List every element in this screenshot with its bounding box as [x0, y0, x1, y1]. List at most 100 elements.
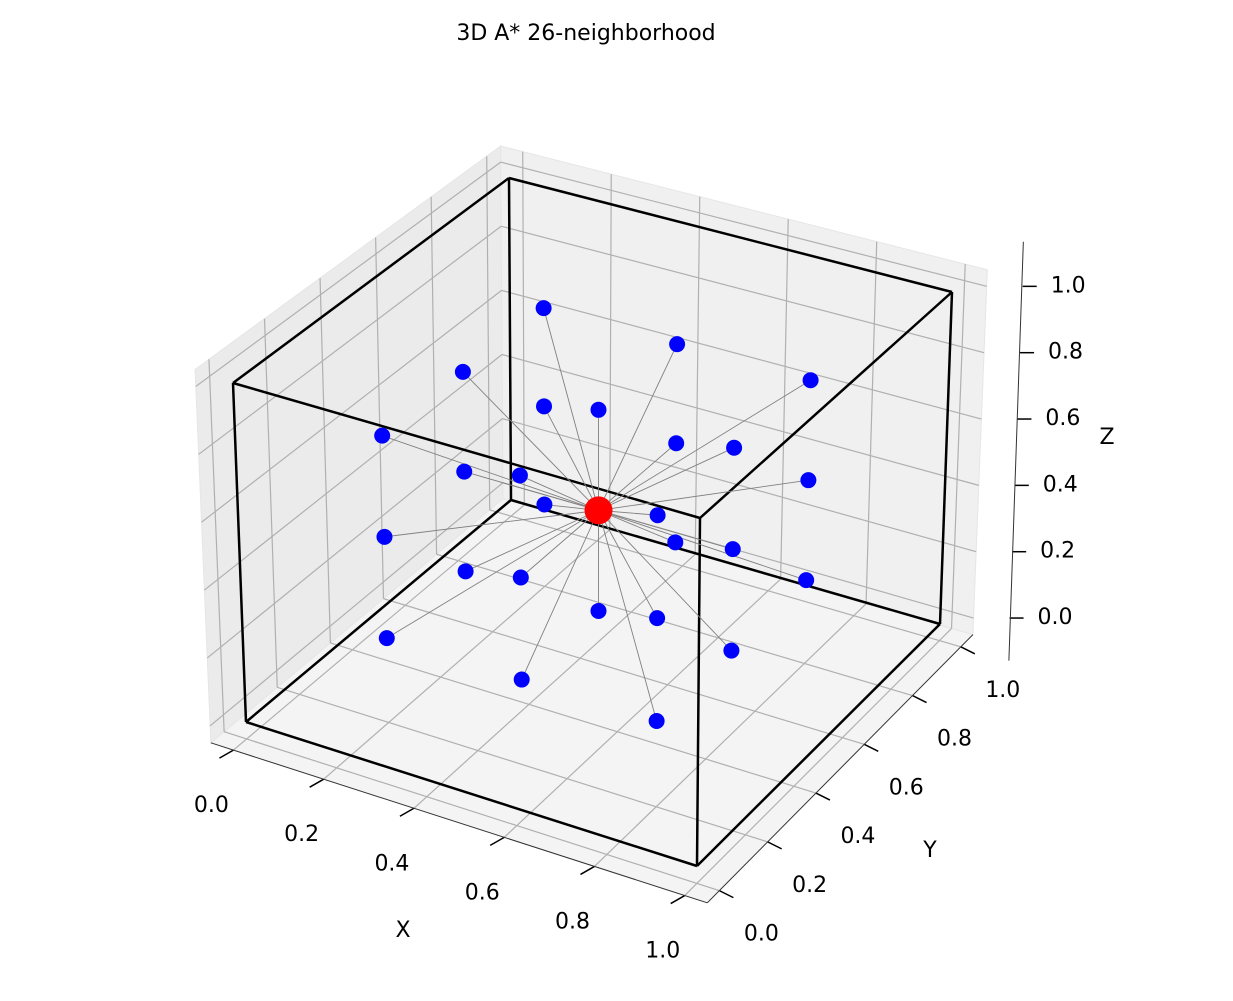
box-edge — [510, 498, 941, 626]
neighbor-link — [598, 510, 732, 651]
grid-line — [780, 219, 789, 580]
tick-mark — [309, 778, 325, 788]
grid-line — [430, 196, 438, 555]
neighbor-point — [378, 630, 395, 647]
neighbor-link — [519, 475, 599, 511]
neighbor-point — [800, 472, 817, 489]
neighbor-link — [598, 442, 677, 511]
neighbor-point — [457, 563, 474, 580]
neighbor-point — [590, 401, 607, 418]
neighbor-point — [512, 569, 529, 586]
neighbor-link — [384, 509, 599, 538]
box-edge — [938, 291, 954, 625]
grid-line — [501, 289, 982, 420]
box-edge — [695, 517, 702, 867]
grid-line — [609, 174, 612, 530]
box-edge — [508, 176, 953, 294]
tick-mark — [489, 836, 505, 847]
neighbor-link — [543, 406, 599, 511]
y-tick-label: 1.0 — [985, 678, 1020, 703]
neighbor-link — [598, 510, 658, 619]
z-tick-label: 0.6 — [1045, 406, 1080, 431]
z-tick-label: 1.0 — [1051, 273, 1086, 298]
neighbor-link — [598, 343, 678, 511]
x-axis-line — [210, 742, 708, 904]
grid-line — [502, 418, 977, 553]
z-axis-line — [1008, 241, 1024, 661]
box-edge — [699, 291, 953, 519]
y-tick-label: 0.0 — [744, 922, 779, 947]
grid-line — [950, 264, 966, 629]
z-tick-label: 0.2 — [1040, 539, 1075, 564]
neighbor-link — [598, 509, 807, 581]
tick-mark — [767, 841, 782, 850]
x-tick-label: 0.6 — [465, 880, 500, 905]
grid-line — [594, 603, 867, 867]
neighbor-point — [374, 427, 391, 444]
tick-mark — [719, 889, 734, 899]
grid-line — [201, 289, 502, 523]
neighbor-point — [798, 572, 815, 589]
neighbor-link — [462, 371, 599, 511]
grid-line — [489, 509, 961, 648]
neighbor-link — [382, 435, 599, 511]
box-edge — [696, 623, 941, 867]
grid-line — [209, 482, 504, 727]
x-tick-label: 0.4 — [374, 851, 409, 876]
neighbor-link — [464, 471, 599, 511]
z-tick-label: 0.8 — [1048, 340, 1083, 365]
box-edge — [231, 382, 248, 723]
neighbor-link — [521, 510, 599, 680]
tick-mark — [580, 865, 595, 876]
grid-line — [323, 529, 611, 780]
grid-line — [503, 578, 782, 838]
neighbor-link — [520, 510, 599, 578]
tick-mark — [863, 743, 879, 753]
grid-line — [694, 196, 701, 555]
neighbor-point — [535, 300, 552, 317]
chart-title: 3D A* 26-neighborhood — [456, 21, 715, 46]
y-tick-label: 0.2 — [792, 873, 827, 898]
tick-mark — [399, 807, 415, 817]
grid-line — [204, 354, 503, 591]
y-axis-label: Y — [922, 838, 937, 863]
grid-line — [208, 359, 225, 732]
grid-line — [198, 225, 502, 455]
tick-mark — [960, 646, 976, 655]
grid-line — [277, 686, 768, 843]
y-tick-label: 0.8 — [937, 727, 972, 752]
grid-line — [319, 278, 331, 644]
neighbor-point — [724, 541, 741, 558]
neighbor-point — [454, 363, 471, 380]
x-axis-label: X — [395, 918, 410, 943]
grid-line — [684, 628, 952, 896]
neighbor-link — [386, 509, 599, 639]
grid-line — [865, 241, 878, 604]
grid-line — [383, 598, 865, 745]
box-edge — [232, 176, 510, 385]
z-axis-label: Z — [1099, 425, 1114, 450]
neighbor-point — [669, 336, 686, 353]
neighbor-point — [456, 463, 473, 480]
grid-line — [223, 731, 720, 892]
neighbor-link — [598, 479, 809, 511]
neighbor-link — [465, 509, 599, 572]
neighbor-point — [536, 398, 553, 415]
grid-line — [500, 225, 985, 354]
neighbor-point — [648, 713, 665, 730]
grid-line — [206, 418, 503, 659]
x-tick-label: 0.0 — [194, 793, 229, 818]
grid-line — [486, 156, 491, 510]
neighbor-point — [726, 439, 743, 456]
neighbor-point — [513, 671, 530, 688]
neighbor-point — [376, 528, 393, 545]
grid-line — [501, 353, 979, 486]
neighbor-point — [723, 642, 740, 659]
neighbor-link — [598, 379, 811, 511]
neighbor-point — [536, 496, 553, 513]
grid-line — [263, 318, 278, 688]
grid-line — [233, 504, 525, 751]
grid-line — [330, 642, 817, 794]
neighbor-point — [667, 534, 684, 551]
